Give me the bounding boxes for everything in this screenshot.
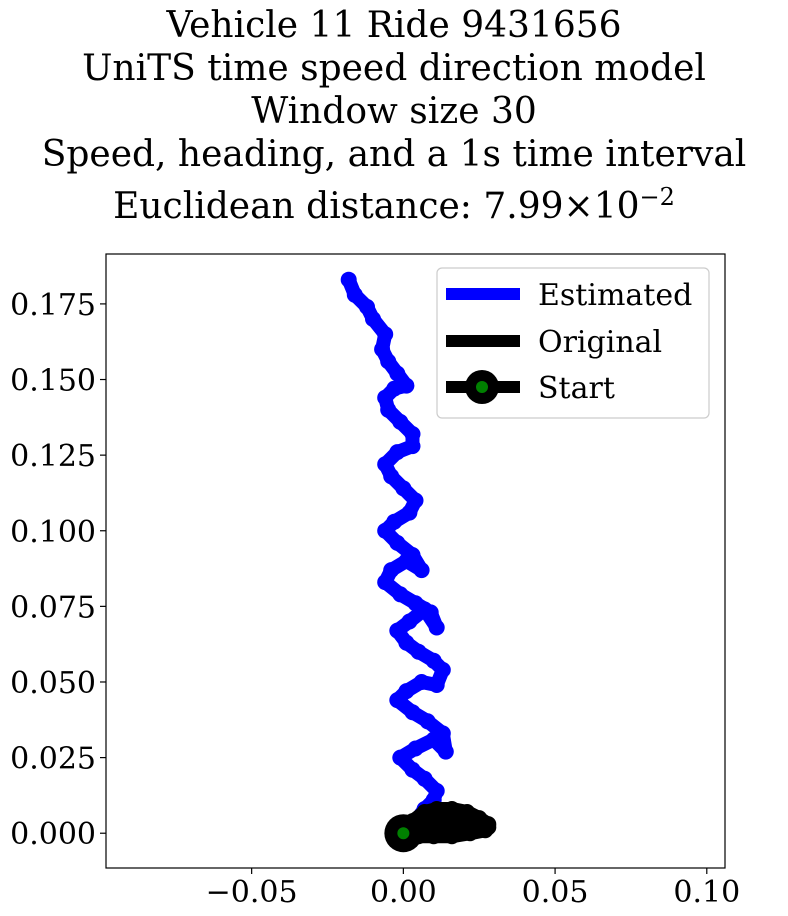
series-estimated-point (359, 298, 375, 315)
legend-estimated-label: Estimated (538, 278, 692, 313)
series-estimated-point (425, 652, 442, 669)
series-estimated-point (340, 271, 357, 288)
legend-frame (436, 267, 710, 419)
series-estimated-point (422, 604, 439, 621)
series-estimated-point (398, 634, 415, 651)
series-estimated-point (404, 438, 421, 455)
title-line-3: Window size 30 (251, 91, 537, 132)
plot-frame (105, 253, 726, 869)
series-estimated-point (365, 311, 381, 327)
series-estimated-point (386, 513, 403, 530)
start-marker-center (397, 827, 410, 840)
series-estimated-point (377, 326, 394, 343)
y-tick-label: 0.175 (10, 288, 96, 323)
series-estimated-point (404, 547, 421, 563)
series-estimated-point (383, 468, 400, 485)
x-axis: −0.05 0.00 0.05 0.10 (206, 868, 740, 910)
series-estimated-point (377, 456, 394, 473)
series-estimated-point (386, 380, 403, 397)
legend-start-marker-center (476, 381, 488, 393)
series-estimated-point (437, 743, 454, 760)
y-tick-label: 0.150 (10, 364, 96, 399)
series-original-point (431, 810, 448, 827)
title-line-2: UniTS time speed direction model (82, 48, 706, 89)
title-line-5: Euclidean distance: 7.99×10−2 (0, 176, 788, 228)
chart-title: Vehicle 11 Ride 9431656 UniTS time speed… (0, 4, 788, 228)
series-estimated-point (407, 595, 424, 612)
series-estimated-point (389, 622, 406, 639)
series-estimated-point (377, 574, 394, 591)
series-estimated-point (434, 725, 451, 742)
series-estimated-point (380, 353, 397, 370)
y-tick-label: 0.050 (10, 666, 96, 701)
series-original-point (416, 804, 433, 820)
y-tick-label: 0.000 (10, 817, 96, 852)
series-estimated-point (428, 677, 445, 693)
series-estimated-point (392, 586, 409, 603)
series-original-point (450, 813, 466, 830)
x-tick-label: 0.10 (673, 875, 740, 910)
series-estimated-point (428, 782, 445, 799)
series-estimated-point (416, 770, 433, 787)
series-estimated-line (341, 272, 453, 841)
series-estimated-point (404, 426, 421, 442)
series-estimated-point (407, 492, 424, 509)
series-estimated-point (392, 413, 409, 430)
title-power-base: 10 (593, 186, 640, 227)
series-estimated-point (395, 480, 412, 497)
series-estimated-point (389, 534, 406, 551)
title-times-sign: × (563, 186, 594, 227)
series-estimated-point (401, 504, 418, 521)
title-line-1: Vehicle 11 Ride 9431656 (166, 5, 622, 46)
series-estimated-point (419, 713, 436, 730)
x-tick-label: 0.00 (370, 875, 437, 910)
series-estimated-point (413, 674, 430, 690)
series-original-point (471, 816, 488, 833)
title-distance-prefix: Euclidean distance: 7.99 (113, 186, 564, 227)
y-tick-label: 0.100 (10, 515, 96, 550)
series-original-point (443, 801, 460, 817)
series-estimated-point (404, 704, 421, 721)
series-estimated-point (392, 749, 409, 766)
legend: Estimated Original Start (436, 267, 710, 419)
series-estimated-point (398, 683, 415, 700)
series-estimated-point (401, 613, 418, 630)
series-estimated-point (389, 365, 406, 382)
y-tick-label: 0.025 (10, 742, 96, 777)
legend-original-label: Original (538, 325, 662, 360)
legend-start-label: Start (538, 371, 615, 406)
series-layer (340, 271, 497, 853)
series-original-point (425, 828, 442, 845)
series-estimated-point (389, 444, 406, 461)
series-estimated-point (346, 286, 363, 303)
series-estimated-point (428, 619, 445, 636)
series-estimated-point (383, 562, 400, 579)
series-estimated-point (398, 377, 415, 394)
title-line-4: Speed, heading, and a 1s time interval (41, 134, 747, 175)
y-tick-label: 0.125 (10, 439, 96, 474)
series-estimated-point (374, 341, 391, 358)
series-estimated-point (404, 761, 421, 778)
y-tick-label: 0.075 (10, 590, 96, 625)
series-original-point (443, 828, 460, 845)
series-estimated-point (407, 740, 424, 757)
series-estimated-point (380, 401, 397, 418)
x-tick-label: 0.05 (522, 875, 589, 910)
title-exponent: −2 (639, 183, 675, 211)
series-estimated-point (410, 643, 427, 660)
series-estimated-point (413, 562, 430, 579)
y-axis: 0.000 0.025 0.050 0.075 0.100 0.125 0.150 0.175 (10, 288, 106, 852)
x-tick-label: −0.05 (206, 875, 298, 910)
